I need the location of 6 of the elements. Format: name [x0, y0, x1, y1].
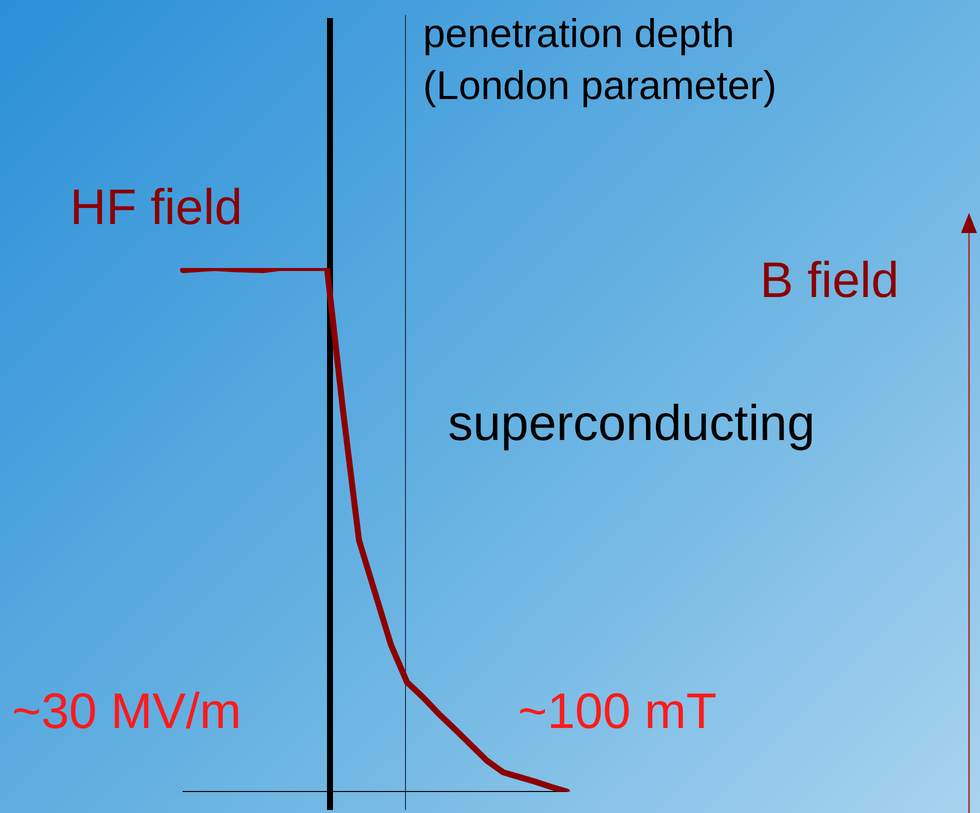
annotation: superconducting: [448, 395, 815, 451]
annotation: ~30 MV/m: [12, 683, 242, 739]
text: B field: [760, 252, 899, 308]
text: penetration depth (London parameter): [423, 11, 777, 110]
text: HF field: [70, 179, 242, 235]
annotation: ~100 mT: [518, 683, 717, 739]
